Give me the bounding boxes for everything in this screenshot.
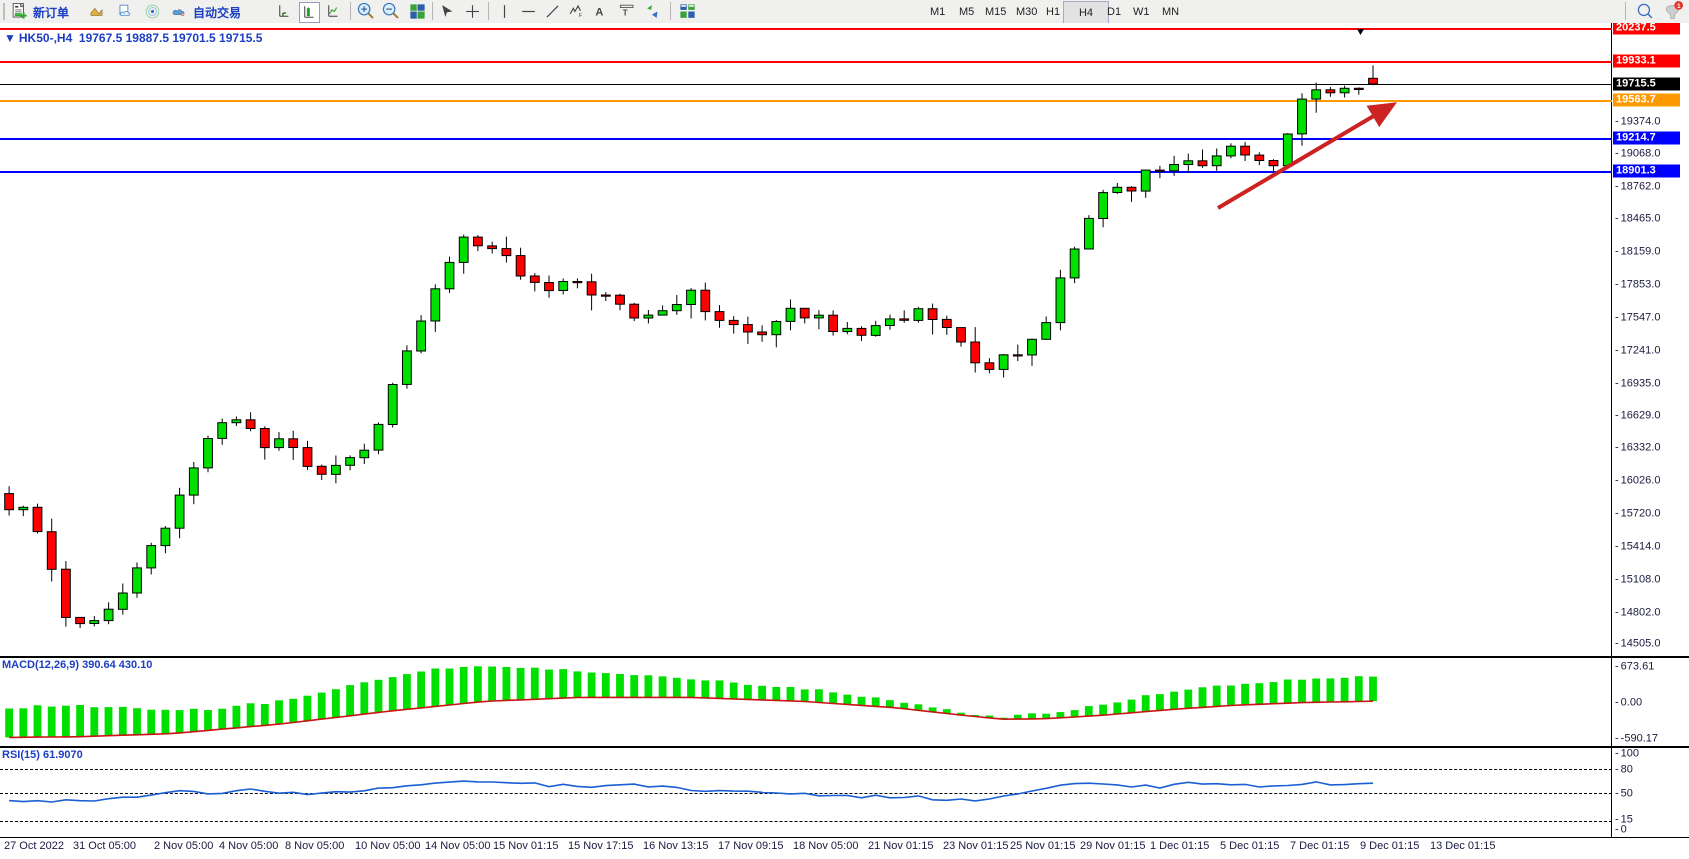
svg-text:F: F xyxy=(579,13,583,19)
svg-text:T: T xyxy=(623,8,628,17)
svg-text:1: 1 xyxy=(1677,3,1681,10)
svg-text:A: A xyxy=(595,6,603,18)
